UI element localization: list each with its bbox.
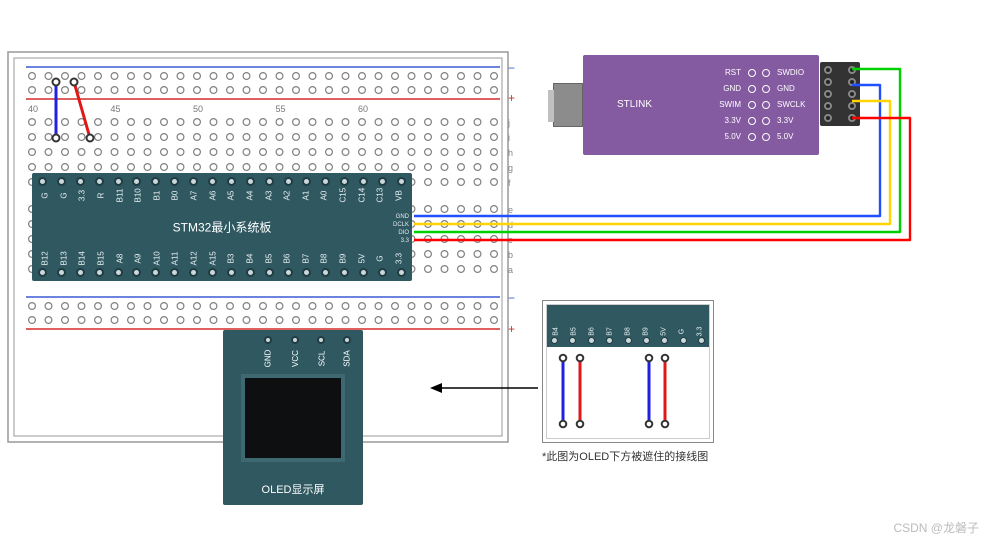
watermark: CSDN @龙磐子 bbox=[893, 519, 979, 536]
connection-wires bbox=[0, 0, 989, 542]
